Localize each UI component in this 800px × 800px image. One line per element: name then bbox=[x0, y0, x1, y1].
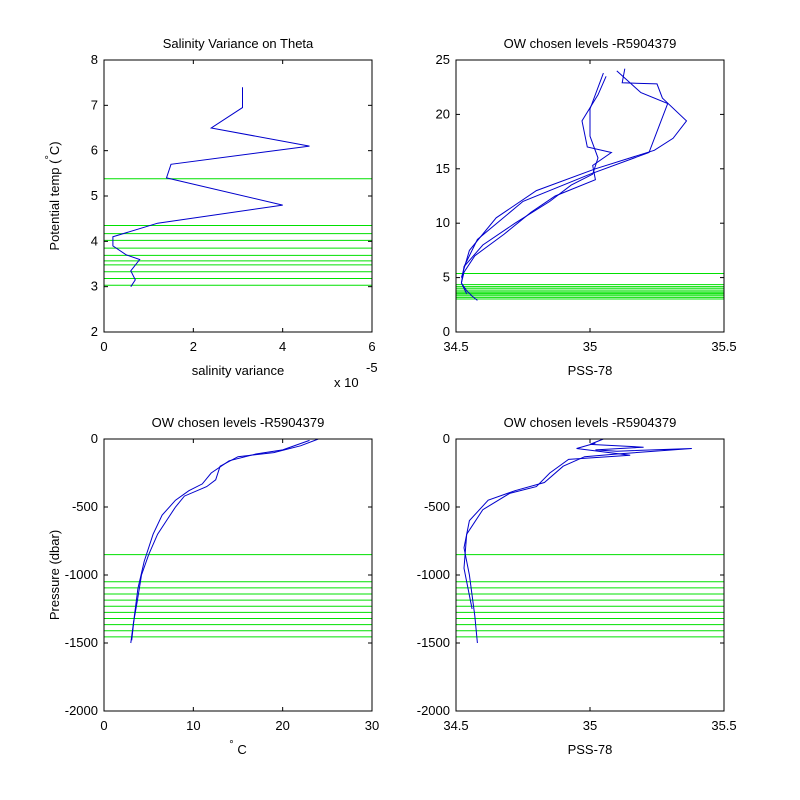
y-tick-label: 0 bbox=[91, 431, 98, 446]
y-tick-label: 8 bbox=[91, 52, 98, 67]
y-tick-label: 7 bbox=[91, 97, 98, 112]
y-tick-label: 0 bbox=[443, 324, 450, 339]
x-tick-label: 20 bbox=[275, 718, 289, 733]
y-tick-label: 25 bbox=[436, 52, 450, 67]
x-tick-label: 35.5 bbox=[711, 339, 736, 354]
x-axis-unit: C bbox=[234, 742, 247, 757]
x-tick-label: 30 bbox=[365, 718, 379, 733]
x-exponent: x 10 bbox=[334, 375, 359, 390]
y-axis-text: Potential temp ( bbox=[47, 159, 62, 251]
x-tick-label: 35 bbox=[583, 339, 597, 354]
x-tick-label: 35 bbox=[583, 718, 597, 733]
x-axis-degree: ° bbox=[229, 739, 233, 751]
axes-frame bbox=[103, 438, 373, 712]
x-tick-label: 2 bbox=[190, 339, 197, 354]
y-tick-label: -500 bbox=[72, 499, 98, 514]
x-tick-label: 4 bbox=[279, 339, 286, 354]
profile-line-3 bbox=[460, 68, 688, 278]
y-tick-label: -1500 bbox=[417, 635, 450, 650]
x-tick-label: 0 bbox=[100, 718, 107, 733]
y-tick-label: -1500 bbox=[65, 635, 98, 650]
y-tick-label: -2000 bbox=[417, 703, 450, 718]
axes-frame bbox=[455, 59, 725, 333]
profile-line-4 bbox=[463, 70, 669, 267]
y-tick-label: 2 bbox=[91, 324, 98, 339]
axes-frame bbox=[455, 438, 725, 712]
x-axis-label: PSS-78 bbox=[568, 363, 613, 378]
profile-line-1 bbox=[130, 438, 319, 644]
y-axis-label: Pressure (dbar) bbox=[47, 530, 62, 620]
chart-title: OW chosen levels -R5904379 bbox=[504, 415, 677, 430]
y-tick-label: 3 bbox=[91, 279, 98, 294]
chart-panel-3: 0 10 20 30 0 -500 -1000 -1500 -2000 OW chosen lev… bbox=[47, 415, 379, 757]
x-tick-label: 10 bbox=[186, 718, 200, 733]
y-axis-label: Potential temp (°C) bbox=[44, 141, 62, 250]
chart-panel-2: 34.5 35 35.5 0 5 10 15 20 25 OW chosen levels -R5… bbox=[436, 36, 737, 378]
profile-line-2 bbox=[460, 72, 604, 295]
x-tick-label: 6 bbox=[368, 339, 375, 354]
y-tick-label: 5 bbox=[443, 270, 450, 285]
x-exponent-power: -5 bbox=[366, 360, 378, 375]
y-tick-label: 4 bbox=[91, 233, 98, 248]
y-tick-label: 0 bbox=[443, 431, 450, 446]
x-axis-label: salinity variance bbox=[192, 363, 285, 378]
y-tick-label: -500 bbox=[424, 499, 450, 514]
chart-title: OW chosen levels -R5904379 bbox=[152, 415, 325, 430]
y-tick-label: 20 bbox=[436, 106, 450, 121]
y-axis-unit: C) bbox=[47, 141, 62, 155]
y-tick-label: -1000 bbox=[65, 567, 98, 582]
profile-line-2 bbox=[131, 439, 310, 641]
y-tick-label: -1000 bbox=[417, 567, 450, 582]
x-tick-label: 35.5 bbox=[711, 718, 736, 733]
x-axis-label: ° C bbox=[229, 739, 246, 757]
y-tick-label: -2000 bbox=[65, 703, 98, 718]
y-axis-degree: ° bbox=[44, 155, 56, 159]
profile-line-2 bbox=[463, 442, 631, 610]
chart-panel-4: 34.5 35 35.5 0 -500 -1000 -1500 -2000 OW chosen … bbox=[417, 415, 737, 757]
profile-line-1 bbox=[460, 76, 613, 301]
y-tick-label: 10 bbox=[436, 215, 450, 230]
y-tick-label: 5 bbox=[91, 188, 98, 203]
chart-title: OW chosen levels -R5904379 bbox=[504, 36, 677, 51]
profile-line-1 bbox=[112, 87, 310, 287]
chart-title: Salinity Variance on Theta bbox=[163, 36, 314, 51]
axes-frame bbox=[103, 59, 373, 333]
y-tick-label: 15 bbox=[436, 161, 450, 176]
x-tick-label: 0 bbox=[100, 339, 107, 354]
x-axis-label: PSS-78 bbox=[568, 742, 613, 757]
x-tick-label: 34.5 bbox=[443, 718, 468, 733]
profile-line-1 bbox=[463, 438, 692, 644]
x-tick-label: 34.5 bbox=[443, 339, 468, 354]
y-tick-label: 6 bbox=[91, 143, 98, 158]
